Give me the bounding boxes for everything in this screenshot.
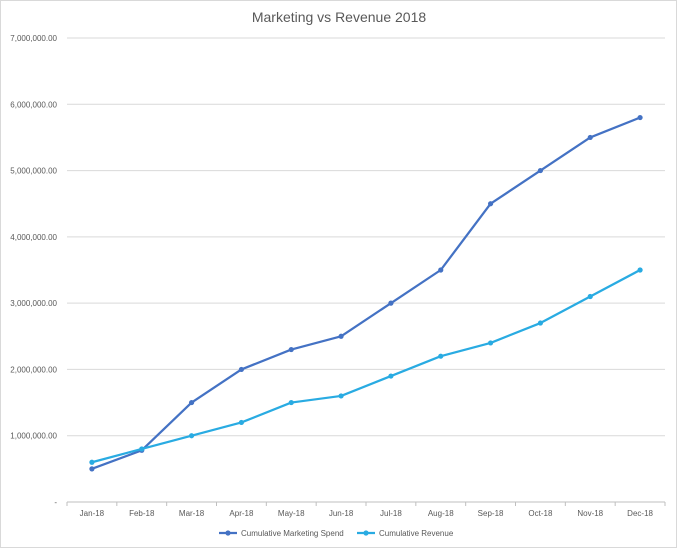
x-tick-label: Mar-18 — [179, 509, 205, 518]
x-tick-label: Jul-18 — [380, 509, 402, 518]
x-tick-label: Apr-18 — [229, 509, 254, 518]
x-tick-label: Jan-18 — [80, 509, 105, 518]
x-tick-label: Sep-18 — [478, 509, 504, 518]
y-tick-label: 7,000,000.00 — [10, 34, 57, 43]
data-point — [537, 320, 544, 326]
legend-label: Cumulative Revenue — [379, 529, 454, 538]
data-point — [338, 333, 344, 339]
data-point — [587, 293, 593, 300]
data-point — [637, 267, 643, 273]
legend-swatch-marker — [225, 530, 231, 536]
x-tick-label: Nov-18 — [577, 509, 603, 518]
data-point — [438, 353, 444, 359]
y-tick-label: 4,000,000.00 — [10, 233, 57, 242]
series-group — [89, 114, 643, 472]
y-tick-label: 5,000,000.00 — [10, 167, 57, 176]
data-point — [587, 134, 593, 141]
data-point — [487, 340, 494, 346]
data-point — [388, 300, 394, 306]
legend-item: Cumulative Revenue — [357, 529, 454, 538]
data-point — [438, 267, 444, 273]
chart-title: Marketing vs Revenue 2018 — [252, 9, 427, 25]
data-point — [89, 459, 95, 465]
y-tick-label: 6,000,000.00 — [10, 100, 57, 109]
legend-label: Cumulative Marketing Spend — [241, 529, 344, 538]
data-point — [487, 201, 494, 207]
data-point — [89, 466, 95, 472]
x-tick-label: Jun-18 — [329, 509, 354, 518]
data-point — [288, 399, 294, 406]
series-line — [90, 268, 642, 464]
legend: Cumulative Marketing Spend Cumulative Rev… — [219, 529, 454, 538]
x-axis-ticks: Jan-18 Feb-18 Mar-18 Apr-18 May-18 Jun-18 Jul-… — [66, 502, 666, 518]
data-point — [238, 366, 245, 373]
y-tick-label: 3,000,000.00 — [10, 299, 57, 308]
data-point — [238, 419, 245, 426]
series-1 — [89, 114, 643, 472]
x-tick-label: Feb-18 — [129, 509, 155, 518]
gridlines — [67, 37, 665, 503]
data-point — [188, 399, 195, 406]
x-tick-label: May-18 — [278, 509, 305, 518]
x-tick-label: Oct-18 — [528, 509, 553, 518]
data-point — [139, 446, 145, 452]
data-point — [388, 373, 394, 379]
data-point — [637, 114, 643, 121]
y-tick-label: 1,000,000.00 — [10, 432, 57, 441]
series-line — [90, 116, 642, 470]
legend-item: Cumulative Marketing Spend — [219, 529, 344, 538]
series-2 — [89, 267, 643, 465]
y-tick-label: 2,000,000.00 — [10, 365, 57, 374]
data-point — [537, 167, 544, 174]
x-tick-label: Aug-18 — [428, 509, 454, 518]
data-point — [188, 433, 195, 439]
y-tick-label: - — [54, 498, 57, 507]
data-point — [338, 393, 344, 399]
x-tick-label: Dec-18 — [627, 509, 653, 518]
y-axis-ticks: - 1,000,000.00 2,000,000.00 3,000,000.00 4,0… — [10, 34, 57, 507]
legend-swatch-marker — [363, 530, 369, 536]
data-point — [288, 346, 294, 353]
